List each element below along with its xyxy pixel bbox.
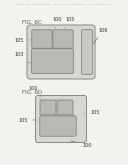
FancyBboxPatch shape: [31, 49, 73, 73]
FancyBboxPatch shape: [57, 100, 73, 115]
Text: 100: 100: [28, 86, 41, 96]
FancyBboxPatch shape: [27, 25, 95, 79]
Text: 105: 105: [18, 117, 35, 122]
Text: 105: 105: [84, 110, 99, 115]
FancyBboxPatch shape: [82, 30, 93, 75]
Text: 105: 105: [65, 17, 74, 28]
FancyBboxPatch shape: [32, 30, 52, 48]
Text: 100: 100: [71, 141, 91, 148]
FancyBboxPatch shape: [53, 30, 73, 48]
Text: 106: 106: [94, 28, 107, 44]
FancyBboxPatch shape: [35, 96, 87, 143]
Text: FIG. 6C: FIG. 6C: [22, 20, 42, 25]
FancyBboxPatch shape: [40, 116, 76, 136]
FancyBboxPatch shape: [40, 100, 56, 115]
Text: Patent Application Publication    May 13, 2014   Sheet 4 of 8    US 2014/0138647: Patent Application Publication May 13, 2…: [17, 3, 111, 5]
Text: 100: 100: [52, 17, 61, 28]
Text: 103: 103: [14, 52, 30, 63]
Text: 105: 105: [14, 37, 30, 43]
Text: FIG. 6D: FIG. 6D: [22, 90, 42, 95]
